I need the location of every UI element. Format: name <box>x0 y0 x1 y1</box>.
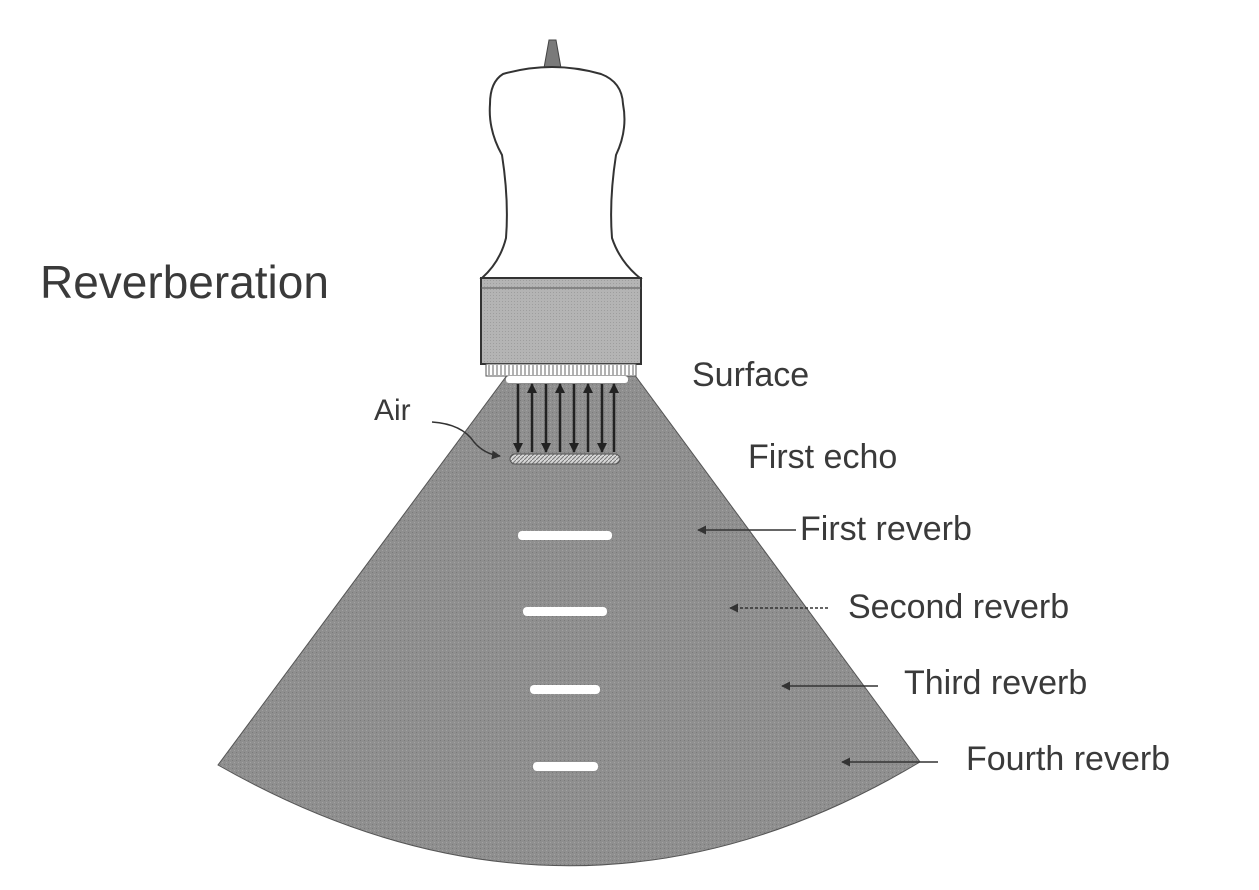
surface-echo-line <box>506 376 628 383</box>
fourth-reverb-band <box>533 762 598 771</box>
first-reverb-band <box>518 531 612 540</box>
diagram-title: Reverberation <box>40 256 329 308</box>
probe-cable-tip <box>543 39 562 69</box>
ultrasound-beam-sector <box>217 373 921 867</box>
second-reverb-label: Second reverb <box>848 588 1069 626</box>
transducer-elements <box>485 363 637 377</box>
fourth-reverb-label: Fourth reverb <box>966 740 1170 778</box>
third-reverb-label: Third reverb <box>904 664 1087 702</box>
probe-head <box>480 277 642 365</box>
reverberation-bounce-arrows <box>513 383 619 453</box>
probe-handle <box>479 66 643 279</box>
first-echo-label: First echo <box>748 438 897 476</box>
air-layer <box>509 453 621 465</box>
surface-label: Surface <box>692 356 809 394</box>
third-reverb-band <box>530 685 600 694</box>
air-pointer-arrow <box>431 421 501 460</box>
first-reverb-label: First reverb <box>800 510 972 548</box>
air-label: Air <box>374 394 411 427</box>
second-reverb-band <box>523 607 607 616</box>
